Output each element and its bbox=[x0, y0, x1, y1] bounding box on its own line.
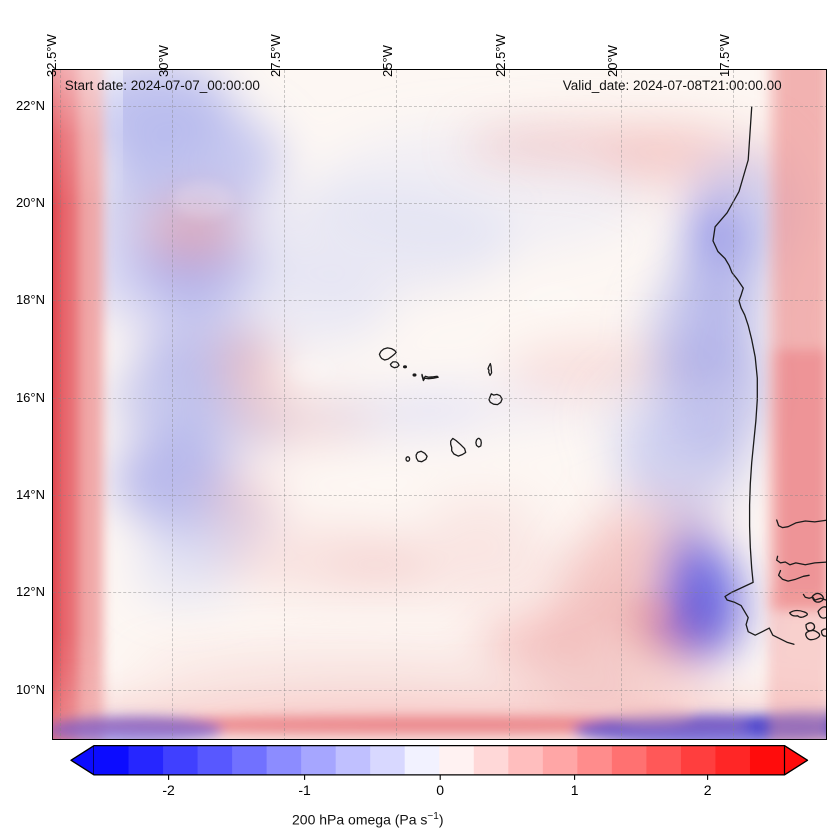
svg-text:0: 0 bbox=[436, 782, 444, 798]
svg-text:1: 1 bbox=[571, 782, 579, 798]
svg-text:-2: -2 bbox=[162, 782, 175, 798]
svg-text:-1: -1 bbox=[298, 782, 311, 798]
svg-text:2: 2 bbox=[704, 782, 712, 798]
